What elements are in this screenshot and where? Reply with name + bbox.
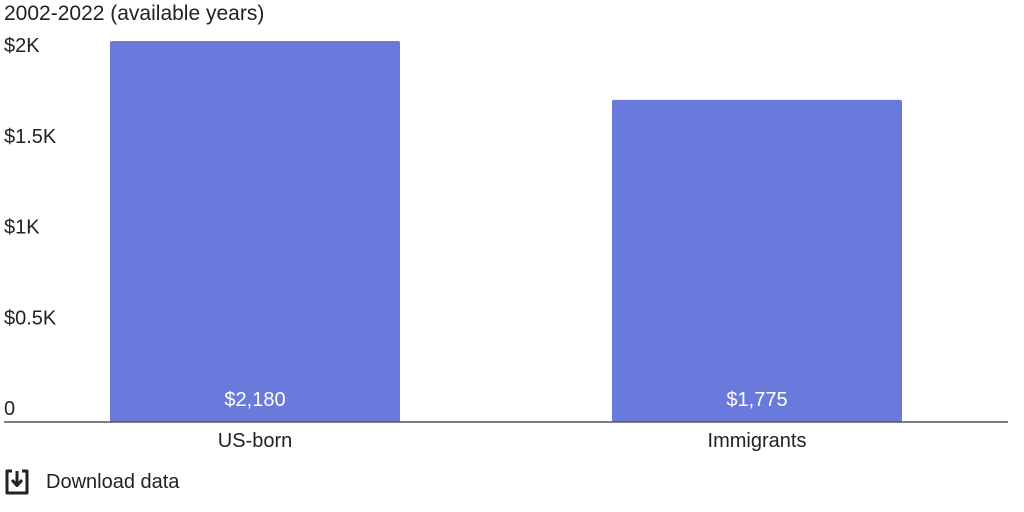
y-tick-label: $0.5K: [4, 307, 57, 329]
y-tick-label: $1.5K: [4, 126, 57, 148]
y-tick-label: $2K: [4, 35, 40, 57]
download-data-label: Download data: [46, 470, 180, 493]
x-category-label: Immigrants: [708, 430, 807, 452]
bar-value-label: $2,180: [224, 389, 285, 411]
chart-subtitle: 2002-2022 (available years): [4, 2, 265, 25]
download-icon: [5, 469, 29, 495]
bar: [110, 41, 400, 422]
x-category-label: US-born: [218, 430, 292, 452]
download-data-button[interactable]: Download data: [4, 468, 179, 496]
y-tick-label: 0: [4, 398, 15, 420]
y-tick-label: $1K: [4, 217, 40, 239]
bar-value-label: $1,775: [726, 389, 787, 411]
bar: [612, 99, 902, 423]
